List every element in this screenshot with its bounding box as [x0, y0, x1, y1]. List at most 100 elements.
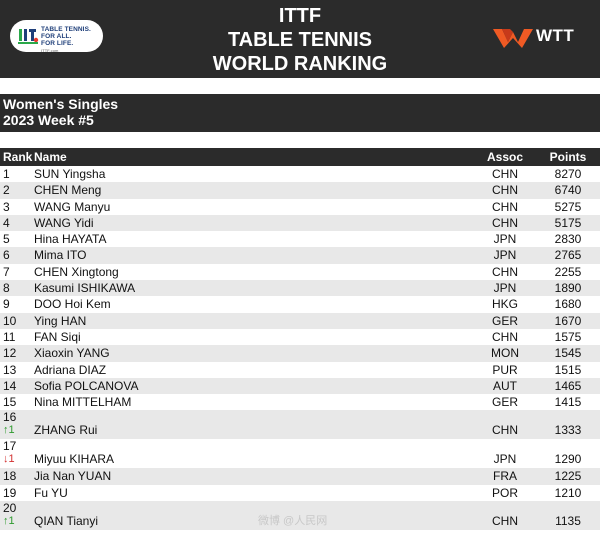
assoc-cell: JPN	[493, 281, 517, 296]
name-cell: CHEN Xingtong	[34, 264, 119, 279]
ittf-tagline-line3: FOR LIFE.	[41, 40, 74, 47]
col-name: Name	[34, 150, 67, 164]
assoc-cell: CHN	[492, 329, 518, 344]
table-row: 2 CHEN Meng CHN 6740	[0, 182, 600, 199]
ranking-table: 1 SUN Yingsha CHN 8270 2 CHEN Meng CHN 6740 3 WAN…	[0, 166, 600, 531]
name-cell: SUN Yingsha	[34, 167, 106, 181]
points-cell: 8270	[554, 167, 582, 181]
rank-down-indicator: ↓1	[3, 453, 15, 466]
name-cell: CHEN Meng	[34, 183, 102, 198]
points-cell: 2765	[554, 248, 582, 263]
rank-cell: 7	[3, 264, 10, 279]
ittf-mark-icon	[18, 29, 39, 44]
col-points: Points	[549, 150, 587, 164]
name-cell: Kasumi ISHIKAWA	[34, 281, 136, 296]
assoc-cell: CHN	[492, 514, 518, 529]
rank-cell: 19	[3, 485, 17, 500]
table-row: 19 Fu YU POR 1210	[0, 485, 600, 501]
table-row: 3 WANG Manyu CHN 5275	[0, 199, 600, 215]
assoc-cell: AUT	[493, 378, 517, 393]
rank-cell: 1	[3, 167, 10, 181]
rank-cell: 9	[3, 297, 10, 312]
points-cell: 1135	[555, 514, 581, 529]
name-cell: Nina MITTELHAM	[34, 395, 132, 410]
assoc-cell: MON	[491, 346, 519, 361]
table-row: 20 ↑1 QIAN Tianyi CHN 1135	[0, 501, 600, 531]
table-row: 4 WANG Yidi CHN 5175	[0, 214, 600, 232]
assoc-cell: CHN	[492, 183, 518, 198]
points-cell: 1333	[554, 423, 582, 438]
table-row: 9 DOO Hoi Kem HKG 1680	[0, 296, 600, 312]
name-cell: WANG Yidi	[34, 215, 94, 230]
rank-cell: 4	[3, 215, 10, 230]
assoc-cell: POR	[491, 485, 518, 500]
name-cell: Sofia POLCANOVA	[34, 378, 139, 393]
name-cell: Fu YU	[34, 485, 68, 500]
rank-cell: 18	[3, 469, 17, 484]
name-cell: ZHANG Rui	[34, 423, 98, 438]
name-cell: Ying HAN	[34, 313, 87, 328]
name-cell: Jia Nan YUAN	[34, 469, 112, 484]
points-cell: 5275	[554, 199, 582, 214]
table-row: 18 Jia Nan YUAN FRA 1225	[0, 468, 600, 485]
points-cell: 1670	[554, 313, 582, 328]
table-row: 16 ↑1 ZHANG Rui CHN 1333	[0, 410, 600, 440]
points-cell: 1680	[554, 297, 582, 312]
ittf-tagline: TABLE TENNIS. FOR ALL. FOR LIFE. ITTF.co…	[41, 26, 91, 54]
assoc-cell: CHN	[492, 215, 518, 230]
points-cell: 1225	[554, 469, 582, 484]
title-line-1: ITTF	[278, 5, 322, 27]
rank-up-indicator: ↑1	[3, 515, 15, 528]
assoc-cell: JPN	[493, 248, 517, 263]
rank-cell: 17	[3, 439, 17, 454]
assoc-cell: JPN	[493, 232, 517, 247]
assoc-cell: HKG	[491, 297, 518, 312]
assoc-cell: GER	[491, 395, 518, 410]
name-cell: WANG Manyu	[34, 199, 111, 214]
assoc-cell: CHN	[492, 423, 518, 438]
table-row: 8 Kasumi ISHIKAWA JPN 1890	[0, 280, 600, 297]
table-row: 13 Adriana DIAZ PUR 1515	[0, 362, 600, 378]
points-cell: 1545	[554, 346, 582, 361]
ittf-tagline-line2: FOR ALL.	[41, 33, 72, 40]
header-gap	[0, 78, 600, 94]
name-cell: DOO Hoi Kem	[34, 297, 111, 312]
wtt-logo: WTT	[492, 24, 592, 50]
ittf-url: ITTF.com	[41, 48, 59, 53]
table-header: Rank Name Assoc Points	[0, 148, 600, 166]
table-row: 17 ↓1 Miyuu KIHARA JPN 1290	[0, 439, 600, 468]
name-cell: QIAN Tianyi	[34, 514, 99, 529]
name-cell: Adriana DIAZ	[34, 362, 107, 377]
rank-cell: 6	[3, 248, 10, 263]
rank-cell: 14	[3, 378, 17, 393]
rank-cell: 2	[3, 183, 10, 198]
assoc-cell: PUR	[492, 362, 518, 377]
wtt-mark-icon	[493, 29, 533, 48]
assoc-cell: CHN	[492, 167, 518, 181]
event-name: Women's Singles	[3, 96, 119, 112]
name-cell: Xiaoxin YANG	[34, 346, 110, 361]
table-row: 5 Hina HAYATA JPN 2830	[0, 231, 600, 247]
assoc-cell: GER	[491, 313, 518, 328]
ranking-week: 2023 Week #5	[3, 112, 94, 128]
assoc-cell: CHN	[492, 264, 518, 279]
rank-cell: 11	[3, 329, 16, 344]
rank-cell: 16	[3, 410, 17, 425]
table-row: 6 Mima ITO JPN 2765	[0, 247, 600, 264]
points-cell: 1465	[554, 378, 582, 393]
table-row: 15 Nina MITTELHAM GER 1415	[0, 394, 600, 410]
points-cell: 2255	[554, 264, 582, 279]
points-cell: 1290	[554, 452, 582, 467]
rank-cell: 5	[3, 232, 10, 247]
name-cell: Hina HAYATA	[34, 232, 107, 247]
points-cell: 1415	[554, 395, 582, 410]
header-banner: TABLE TENNIS. FOR ALL. FOR LIFE. ITTF.co…	[0, 0, 600, 78]
table-row: 7 CHEN Xingtong CHN 2255	[0, 264, 600, 280]
rank-cell: 20	[3, 501, 17, 516]
wtt-wordmark: WTT	[536, 26, 575, 45]
rank-cell: 8	[3, 281, 10, 296]
assoc-cell: JPN	[493, 452, 517, 467]
rank-cell: 10	[3, 313, 17, 328]
rank-cell: 12	[3, 346, 17, 361]
ittf-tagline-line1: TABLE TENNIS.	[41, 26, 91, 33]
